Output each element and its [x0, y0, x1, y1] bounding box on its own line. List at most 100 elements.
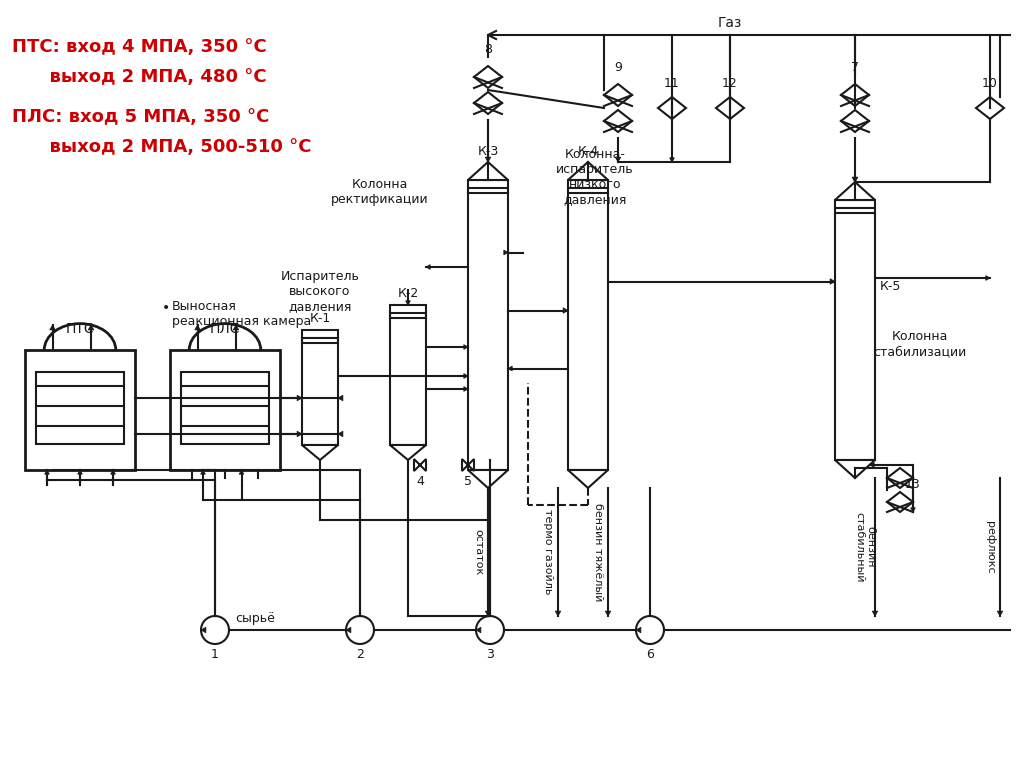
Text: ПЛС: вход 5 МПА, 350 °C: ПЛС: вход 5 МПА, 350 °C — [12, 108, 269, 126]
Polygon shape — [338, 431, 343, 436]
Polygon shape — [830, 278, 835, 285]
Text: 3: 3 — [486, 648, 494, 661]
Text: •: • — [162, 301, 170, 315]
Polygon shape — [297, 395, 302, 401]
Text: 2: 2 — [356, 648, 364, 661]
Text: Колонна
стабилизации: Колонна стабилизации — [873, 330, 967, 358]
Polygon shape — [201, 470, 206, 474]
Text: выход 2 МПА, 500-510 °C: выход 2 МПА, 500-510 °C — [12, 138, 311, 156]
Polygon shape — [997, 611, 1002, 616]
Text: 12: 12 — [722, 77, 738, 90]
Text: К-3: К-3 — [477, 145, 499, 158]
Polygon shape — [464, 344, 468, 350]
Polygon shape — [45, 470, 49, 474]
Bar — [390, 305, 426, 445]
Bar — [835, 200, 874, 460]
Text: остаток: остаток — [473, 529, 483, 575]
Bar — [468, 180, 508, 470]
Polygon shape — [414, 459, 426, 471]
Polygon shape — [464, 387, 468, 391]
Text: К-5: К-5 — [880, 280, 901, 293]
Polygon shape — [853, 178, 857, 182]
Text: Колонна
ректификации: Колонна ректификации — [331, 178, 429, 206]
Polygon shape — [485, 611, 490, 616]
Bar — [170, 350, 280, 470]
Text: 13: 13 — [905, 479, 921, 492]
Text: 9: 9 — [614, 61, 622, 74]
Text: 11: 11 — [665, 77, 680, 90]
Text: Колонна-
испаритель
низкого
давления: Колонна- испаритель низкого давления — [556, 148, 634, 206]
Text: 10: 10 — [982, 77, 998, 90]
Polygon shape — [563, 308, 568, 313]
Polygon shape — [870, 463, 874, 467]
Polygon shape — [670, 158, 675, 162]
Polygon shape — [233, 325, 239, 330]
Polygon shape — [716, 97, 744, 119]
Circle shape — [636, 616, 664, 644]
Polygon shape — [474, 92, 502, 114]
Polygon shape — [615, 157, 621, 162]
Polygon shape — [468, 162, 508, 180]
Polygon shape — [346, 627, 351, 633]
Polygon shape — [201, 627, 206, 633]
Text: К-4: К-4 — [578, 145, 599, 158]
Polygon shape — [872, 611, 878, 616]
Circle shape — [476, 616, 504, 644]
Polygon shape — [568, 162, 608, 180]
Text: 8: 8 — [484, 43, 492, 56]
Polygon shape — [485, 157, 490, 162]
Polygon shape — [887, 468, 913, 488]
Text: ПТС: ПТС — [66, 322, 94, 336]
Polygon shape — [605, 611, 610, 616]
Text: Выносная
реакционная камера: Выносная реакционная камера — [172, 300, 311, 328]
Polygon shape — [476, 627, 481, 633]
Text: бензин тяжёлый: бензин тяжёлый — [593, 503, 603, 601]
Polygon shape — [636, 627, 641, 633]
Bar — [568, 180, 608, 470]
Polygon shape — [986, 275, 990, 281]
Bar — [181, 371, 269, 443]
Text: 7: 7 — [851, 61, 859, 74]
Polygon shape — [50, 325, 55, 330]
Polygon shape — [390, 445, 426, 460]
Text: Газ: Газ — [718, 16, 742, 30]
Polygon shape — [297, 431, 302, 436]
Polygon shape — [195, 325, 201, 330]
Text: термо газойль: термо газойль — [543, 509, 553, 594]
Text: 1: 1 — [211, 648, 219, 661]
Polygon shape — [604, 84, 632, 106]
Polygon shape — [111, 470, 116, 474]
Polygon shape — [835, 182, 874, 200]
Circle shape — [346, 616, 374, 644]
Text: 4: 4 — [416, 475, 424, 488]
Polygon shape — [841, 84, 869, 106]
Bar — [25, 350, 135, 470]
Polygon shape — [555, 611, 561, 616]
Text: К-1: К-1 — [309, 312, 331, 325]
Text: выход 2 МПА, 480 °C: выход 2 МПА, 480 °C — [12, 68, 266, 86]
Text: Испаритель
высокого
давления: Испаритель высокого давления — [281, 270, 359, 313]
Polygon shape — [976, 97, 1004, 119]
Polygon shape — [406, 301, 411, 305]
Polygon shape — [464, 374, 468, 378]
Polygon shape — [302, 445, 338, 460]
Text: ПЛС: ПЛС — [210, 322, 241, 336]
Polygon shape — [426, 265, 430, 269]
Polygon shape — [852, 177, 858, 182]
Text: рефлюкс: рефлюкс — [985, 521, 995, 573]
Polygon shape — [910, 508, 915, 512]
Polygon shape — [508, 366, 512, 371]
Text: 6: 6 — [646, 648, 654, 661]
Polygon shape — [468, 470, 508, 488]
Bar — [36, 371, 124, 443]
Polygon shape — [239, 470, 244, 474]
Polygon shape — [835, 460, 874, 478]
Polygon shape — [604, 110, 632, 132]
Circle shape — [201, 616, 229, 644]
Bar — [302, 330, 338, 445]
Polygon shape — [338, 395, 343, 401]
Polygon shape — [841, 110, 869, 132]
Polygon shape — [504, 250, 508, 255]
Text: ПТС: вход 4 МПА, 350 °C: ПТС: вход 4 МПА, 350 °C — [12, 38, 266, 56]
Polygon shape — [474, 66, 502, 88]
